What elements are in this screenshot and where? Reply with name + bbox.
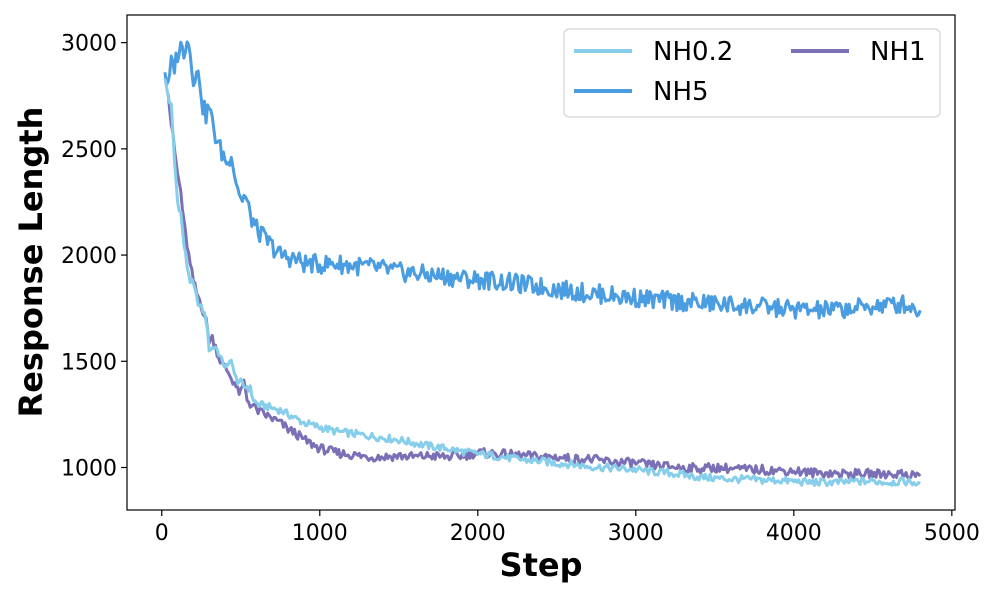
legend-label-nh0-2: NH0.2 [653,37,733,67]
x-axis: 0 1000 2000 3000 4000 5000 [155,510,980,546]
y-tick-label: 3000 [61,32,117,57]
plot-lines [163,40,922,488]
y-axis: 1000 1500 2000 2500 3000 [61,32,127,482]
x-tick-label: 0 [155,521,169,546]
legend-label-nh5: NH5 [653,77,709,107]
y-tick-label: 2500 [61,138,117,163]
series-line-nh1 [166,93,922,481]
legend-label-nh1: NH1 [870,37,926,67]
x-tick-label: 4000 [766,521,822,546]
y-tick-label: 1000 [61,457,117,482]
x-tick-label: 2000 [450,521,506,546]
plot-frame [126,14,956,511]
x-tick-label: 1000 [292,521,348,546]
legend: NH0.2 NH5 NH1 [563,28,941,118]
x-tick-label: 3000 [608,521,664,546]
series-line-nh5 [163,40,922,320]
series-line-nh0-2 [163,78,921,488]
x-tick-label: 5000 [924,521,980,546]
x-axis-title: Step [500,546,583,584]
y-axis-title: Response Length [12,107,50,418]
y-tick-label: 1500 [61,350,117,375]
y-tick-label: 2000 [61,244,117,269]
